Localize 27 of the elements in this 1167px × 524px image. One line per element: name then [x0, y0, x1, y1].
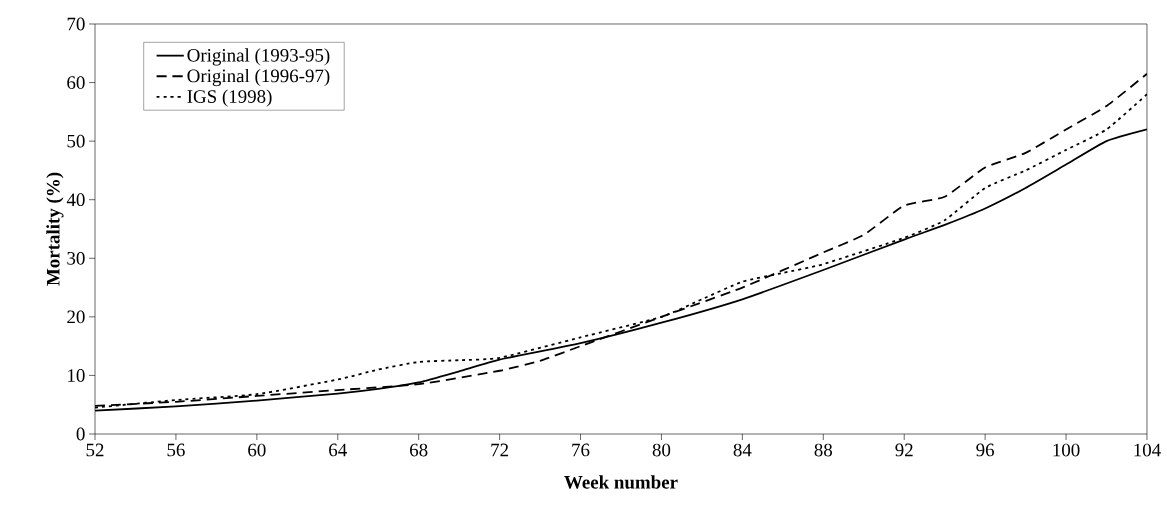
x-tick-label: 76 — [572, 443, 590, 457]
x-tick-label: 64 — [329, 443, 347, 457]
x-tick-label: 68 — [410, 443, 428, 457]
x-tick-label: 60 — [248, 443, 266, 457]
legend-label: IGS (1998) — [187, 89, 272, 107]
x-tick-label: 52 — [86, 443, 104, 457]
x-tick-label: 96 — [976, 443, 995, 457]
x-tick-label: 84 — [733, 443, 752, 457]
x-tick-label: 80 — [652, 443, 671, 457]
y-axis-title: Mortality (%) — [46, 172, 64, 286]
y-tick-label: 70 — [67, 17, 85, 31]
y-tick-label: 20 — [67, 310, 85, 324]
x-tick-label: 104 — [1134, 443, 1161, 457]
legend-label: Original (1996-97) — [187, 68, 330, 87]
y-tick-label: 40 — [66, 193, 85, 207]
y-tick-label: 60 — [67, 76, 85, 89]
x-tick-label: 88 — [814, 443, 833, 457]
x-tick-label: 56 — [167, 443, 185, 457]
x-tick-label: 92 — [895, 443, 913, 457]
y-tick-label: 30 — [67, 251, 85, 265]
x-axis-title: Week number — [564, 475, 678, 489]
x-tick-label: 72 — [491, 443, 509, 457]
y-tick-label: 10 — [68, 369, 85, 382]
legend-label: Original (1993-95) — [187, 48, 330, 66]
y-tick-label: 0 — [76, 427, 85, 441]
y-tick-label: 50 — [67, 134, 85, 148]
x-tick-label: 100 — [1053, 443, 1080, 457]
